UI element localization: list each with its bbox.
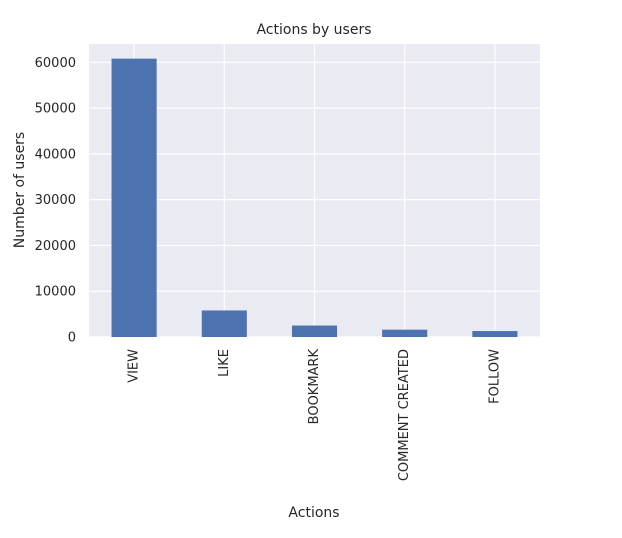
bar-like — [201, 310, 247, 337]
y-tick-label: 20000 — [35, 239, 76, 254]
y-tick-label: 30000 — [35, 193, 76, 208]
grid-lines — [89, 44, 540, 338]
y-axis-label: Number of users — [12, 132, 28, 248]
y-axis-ticks: 0 10000 20000 30000 40000 50000 60000 — [35, 56, 76, 346]
y-tick-label: 40000 — [35, 147, 76, 162]
x-tick-label: LIKE — [217, 349, 232, 377]
bar-view — [111, 58, 157, 338]
y-tick-label: 10000 — [35, 285, 76, 300]
y-tick-label: 50000 — [35, 102, 76, 117]
chart-title: Actions by users — [256, 22, 371, 38]
y-tick-label: 0 — [68, 331, 76, 346]
x-tick-label: FOLLOW — [487, 349, 502, 404]
x-axis-ticks: VIEW LIKE BOOKMARK COMMENT CREATED FOLLOW — [127, 349, 503, 482]
x-tick-label: BOOKMARK — [307, 349, 322, 425]
y-tick-label: 60000 — [35, 56, 76, 71]
x-axis-label: Actions — [288, 505, 339, 521]
bar-follow — [472, 331, 518, 337]
bar-bookmark — [291, 325, 338, 337]
bar-comment-created — [382, 329, 428, 337]
x-tick-label: VIEW — [127, 349, 142, 383]
x-tick-label: COMMENT CREATED — [397, 349, 412, 481]
bars — [111, 58, 518, 338]
